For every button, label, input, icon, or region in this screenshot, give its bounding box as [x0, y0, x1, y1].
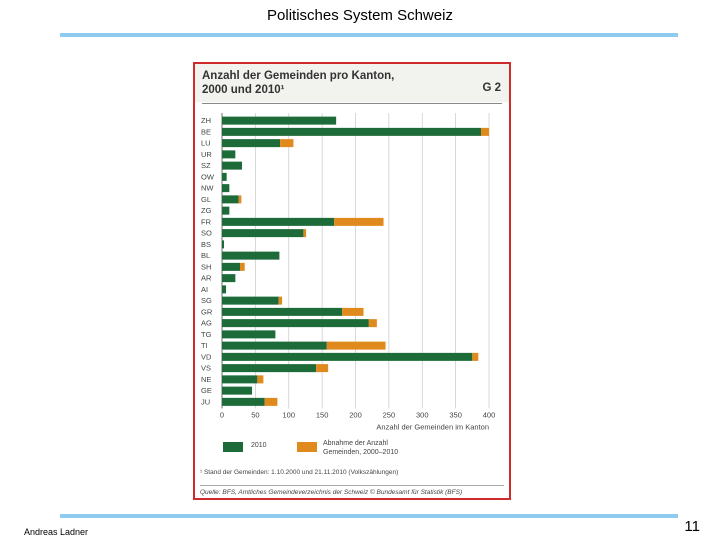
category-label-SO: SO: [201, 229, 212, 238]
footnote: ¹ Stand der Gemeinden: 1.10.2000 und 21.…: [200, 469, 399, 476]
bar-decline-TI: [326, 341, 386, 350]
bar-decline-NE: [257, 375, 264, 384]
bar-2010-GR: [222, 307, 343, 316]
figure-title: Anzahl der Gemeinden pro Kanton, 2000 un…: [202, 69, 394, 97]
category-label-AG: AG: [201, 319, 212, 328]
category-label-SZ: SZ: [201, 161, 211, 170]
legend-label-decline: Abnahme der Anzahl Gemeinden, 2000–2010: [323, 440, 398, 457]
bar-2010-GE: [222, 386, 253, 395]
category-label-JU: JU: [201, 397, 210, 406]
category-label-SG: SG: [201, 296, 212, 305]
bar-2010-UR: [222, 150, 236, 159]
bar-decline-AG: [368, 319, 377, 328]
category-label-FR: FR: [201, 217, 212, 226]
category-label-LU: LU: [201, 139, 211, 148]
source-rule: [200, 485, 504, 486]
bar-decline-JU: [264, 397, 278, 406]
legend-swatch-decline: [297, 442, 317, 452]
category-label-ZG: ZG: [201, 206, 212, 215]
bar-2010-AG: [222, 319, 369, 328]
figure-title-line2: 2000 und 2010¹: [202, 84, 285, 96]
bar-decline-SH: [240, 262, 245, 271]
chart-figure: Anzahl der Gemeinden pro Kanton, 2000 un…: [193, 62, 511, 500]
category-label-AI: AI: [201, 285, 208, 294]
category-label-BL: BL: [201, 251, 210, 260]
slide-title: Politisches System Schweiz: [267, 7, 453, 24]
category-label-ZH: ZH: [201, 116, 211, 125]
category-label-GL: GL: [201, 195, 211, 204]
x-tick-label-400: 400: [483, 411, 496, 420]
bottom-rule: [60, 514, 678, 518]
bar-2010-FR: [222, 217, 335, 226]
bar-chart: ZH BE LU UR SZ OW NW GL ZG FR SO BS BL SH AR AI SG GR AG TG…: [201, 113, 496, 432]
category-label-NE: NE: [201, 375, 211, 384]
bar-2010-GL: [222, 195, 239, 204]
bar-2010-NW: [222, 184, 230, 193]
bar-2010-SZ: [222, 161, 243, 170]
legend-label-decline-line2: Gemeinden, 2000–2010: [323, 448, 399, 456]
category-label-BE: BE: [201, 127, 211, 136]
bar-decline-SO: [303, 229, 307, 238]
bar-2010-JU: [222, 397, 265, 406]
category-label-TI: TI: [201, 341, 208, 350]
legend: 2010 Abnahme der Anzahl Gemeinden, 2000–…: [221, 440, 501, 464]
bar-decline-VD: [472, 352, 479, 361]
bar-2010-SH: [222, 262, 241, 271]
bar-decline-BE: [480, 127, 489, 136]
figure-code: G 2: [482, 82, 501, 94]
category-label-NW: NW: [201, 184, 214, 193]
category-label-UR: UR: [201, 150, 212, 159]
x-tick-label-350: 350: [449, 411, 462, 420]
bar-2010-AI: [222, 285, 227, 294]
bar-2010-BL: [222, 251, 280, 260]
x-tick-label-100: 100: [282, 411, 295, 420]
figure-title-line1: Anzahl der Gemeinden pro Kanton,: [202, 70, 395, 82]
x-axis-label: Anzahl der Gemeinden im Kanton: [376, 423, 489, 432]
author-name: Andreas Ladner: [24, 527, 89, 537]
bar-2010-BE: [222, 127, 481, 136]
category-label-OW: OW: [201, 172, 215, 181]
category-label-GR: GR: [201, 307, 213, 316]
bar-decline-VS: [316, 364, 329, 373]
bar-2010-OW: [222, 172, 227, 181]
bar-decline-FR: [334, 217, 384, 226]
figure-header-rule: [202, 103, 502, 104]
bar-decline-LU: [280, 139, 294, 148]
x-tick-label-50: 50: [251, 411, 259, 420]
bar-2010-VD: [222, 352, 473, 361]
bar-2010-VS: [222, 364, 317, 373]
top-rule: [60, 33, 678, 37]
category-label-GE: GE: [201, 386, 212, 395]
page-number: 11: [684, 518, 700, 535]
bar-2010-LU: [222, 139, 281, 148]
legend-swatch-2010: [223, 442, 243, 452]
figure-header: Anzahl der Gemeinden pro Kanton, 2000 un…: [195, 64, 509, 102]
category-label-VD: VD: [201, 352, 212, 361]
x-tick-label-250: 250: [383, 411, 396, 420]
category-label-AR: AR: [201, 274, 212, 283]
bar-2010-BS: [222, 240, 225, 249]
bar-2010-SO: [222, 229, 304, 238]
x-tick-label-300: 300: [416, 411, 429, 420]
bar-decline-SG: [278, 296, 283, 305]
bar-2010-TI: [222, 341, 327, 350]
bar-2010-ZH: [222, 116, 337, 125]
bar-decline-GR: [342, 307, 364, 316]
bar-2010-SG: [222, 296, 279, 305]
x-tick-label-200: 200: [349, 411, 362, 420]
category-label-BS: BS: [201, 240, 211, 249]
category-label-VS: VS: [201, 364, 211, 373]
legend-label-2010: 2010: [251, 442, 267, 449]
bar-2010-AR: [222, 274, 236, 283]
bar-decline-GL: [238, 195, 242, 204]
x-tick-label-0: 0: [220, 411, 224, 420]
legend-label-decline-line1: Abnahme der Anzahl: [323, 440, 388, 447]
bar-2010-ZG: [222, 206, 230, 215]
x-tick-label-150: 150: [316, 411, 329, 420]
source-note: Quelle: BFS, Amtliches Gemeindeverzeichn…: [200, 489, 463, 496]
bar-2010-NE: [222, 375, 258, 384]
category-label-TG: TG: [201, 330, 212, 339]
category-label-SH: SH: [201, 262, 211, 271]
bar-2010-TG: [222, 330, 276, 339]
